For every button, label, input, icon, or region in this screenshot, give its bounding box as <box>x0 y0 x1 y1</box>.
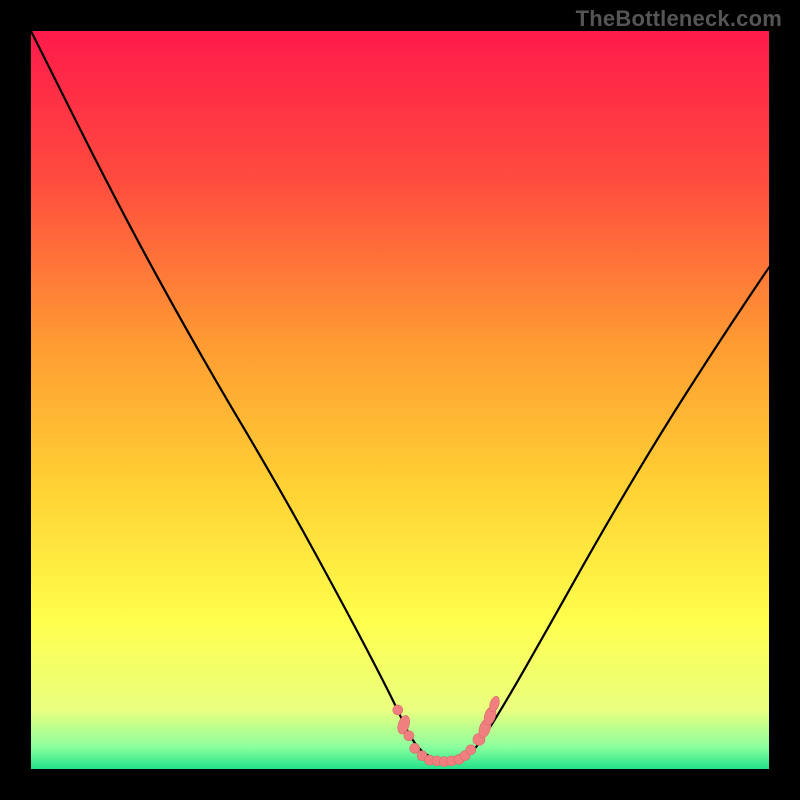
chart-frame: TheBottleneck.com <box>0 0 800 800</box>
watermark-text: TheBottleneck.com <box>576 6 782 32</box>
bottleneck-chart <box>31 31 769 769</box>
